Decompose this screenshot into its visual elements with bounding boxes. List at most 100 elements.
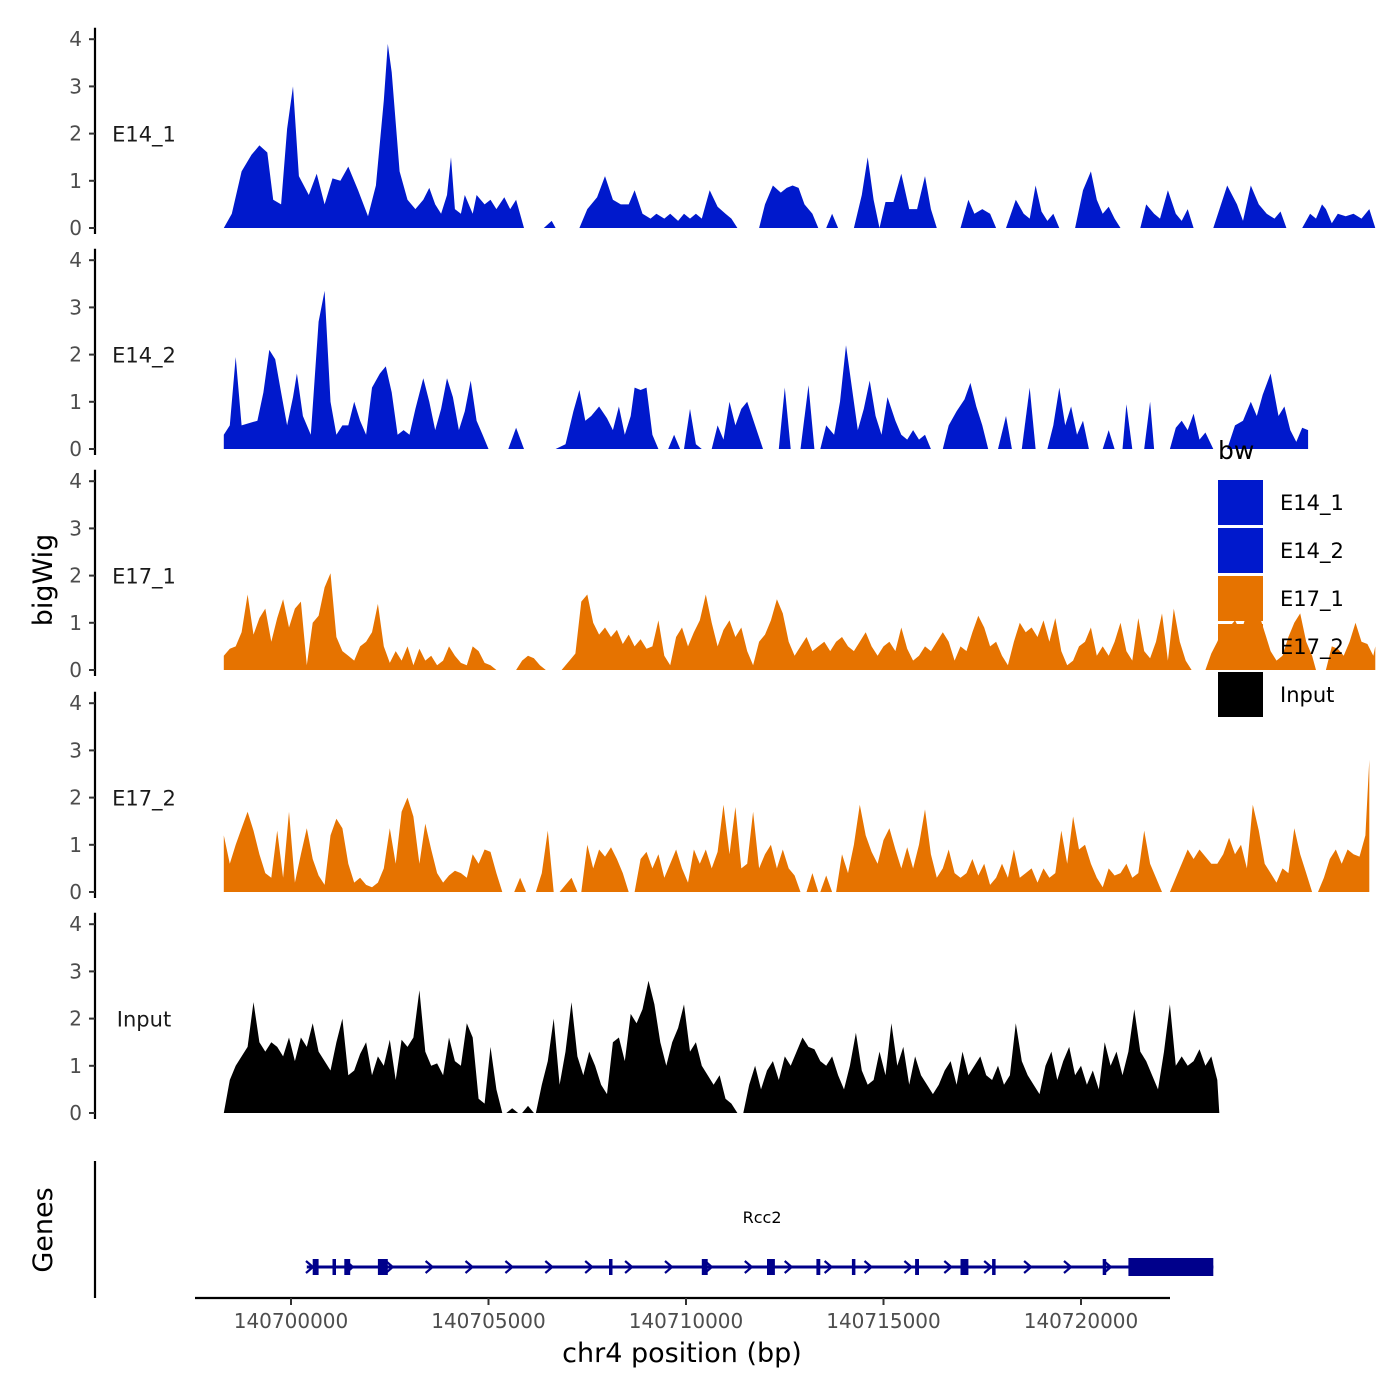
y-tick-label: 2: [69, 564, 82, 588]
legend-label-Input: Input: [1280, 683, 1334, 707]
strand-arrow: [424, 1260, 435, 1274]
coverage-area-E14_2-17: [1227, 373, 1309, 449]
exon-11: [960, 1259, 969, 1275]
strand-arrow: [1103, 1260, 1113, 1274]
strand-arrow: [504, 1260, 515, 1274]
coverage-area-E17_1-1: [516, 655, 546, 670]
exon-1: [312, 1259, 319, 1275]
coverage-area-E17_2-4: [581, 844, 629, 892]
exon-3: [344, 1259, 351, 1275]
coverage-area-E17_1-2: [561, 594, 1192, 670]
exon-10: [915, 1259, 919, 1275]
coverage-area-E17_2-6: [806, 873, 819, 892]
coverage-area-E14_2-4: [684, 408, 702, 449]
track-label: Input: [117, 1008, 171, 1032]
coverage-area-Input-0: [223, 990, 503, 1113]
y-tick-label: 0: [69, 216, 82, 240]
coverage-area-E14_1-0: [223, 43, 525, 229]
coverage-area-E17_2-9: [1169, 804, 1313, 892]
strand-arrow: [863, 1260, 874, 1274]
y-tick-label: 3: [69, 959, 82, 983]
track-E14_2: 0 1 2 3 4 E14_2: [69, 248, 1309, 461]
y-tick-label: 0: [69, 437, 82, 461]
coverage-area-E17_1-0: [223, 573, 497, 670]
y-tick-label: 0: [69, 880, 82, 904]
strand-arrow: [903, 1260, 914, 1274]
y-axis-title: bigWig: [28, 534, 59, 627]
coverage-area-E14_2-1: [508, 427, 524, 449]
coverage-area-E17_2-3: [559, 877, 578, 892]
strand-arrow: [1063, 1260, 1073, 1274]
y-tick-label: 3: [69, 74, 82, 98]
y-tick-label: 0: [69, 658, 82, 682]
y-tick-label: 4: [69, 691, 82, 715]
coverage-area-E17_1-4: [1325, 622, 1376, 670]
legend-label-E14_2: E14_2: [1280, 539, 1344, 564]
coverage-area-E14_1-1: [543, 220, 556, 228]
coverage-area-E17_2-2: [535, 830, 554, 892]
coverage-area-E14_2-5: [711, 401, 763, 449]
coverage-area-E14_1-5: [853, 157, 937, 228]
x-tick-label: 140710000: [629, 1309, 744, 1333]
coverage-area-E14_1-8: [1075, 171, 1121, 228]
strand-arrow: [664, 1260, 674, 1274]
exon-7: [767, 1259, 775, 1275]
coverage-area-E14_1-4: [826, 213, 839, 228]
strand-arrow: [385, 1260, 395, 1274]
strand-arrow: [983, 1260, 993, 1274]
track-label: E14_2: [112, 344, 176, 369]
y-tick-label: 2: [69, 122, 82, 146]
y-tick-label: 3: [69, 295, 82, 319]
y-tick-label: 3: [69, 516, 82, 540]
legend-swatch-E14_2: [1218, 528, 1263, 573]
y-tick-label: 1: [69, 390, 82, 414]
y-tick-label: 1: [69, 833, 82, 857]
coverage-area-E14_1-6: [960, 199, 997, 228]
exon-12: [992, 1259, 996, 1275]
y-tick-label: 4: [69, 27, 82, 51]
legend-title: bw: [1218, 436, 1254, 465]
y-tick-label: 1: [69, 169, 82, 193]
legend-label-E14_1: E14_1: [1280, 491, 1344, 516]
coverage-area-E14_2-16: [1169, 413, 1214, 449]
coverage-area-E17_2-8: [836, 804, 1162, 892]
x-axis-title: chr4 position (bp): [562, 1338, 802, 1369]
coverage-area-E14_2-9: [942, 382, 989, 449]
track-E14_1: 0 1 2 3 4 E14_1: [69, 27, 1376, 240]
coverage-area-E17_2-0: [223, 797, 503, 892]
coverage-area-E14_2-14: [1122, 404, 1133, 449]
coverage-tracks: 0 1 2 3 4 E14_1 0 1 2 3 4 E14_2 0 1 2 3 4 E17_1 0 1 2 3 4 E17_2…: [69, 27, 1376, 1125]
exon-2: [332, 1259, 336, 1275]
y-tick-label: 2: [69, 1007, 82, 1031]
legend-swatch-E17_1: [1218, 576, 1263, 621]
coverage-area-E17_2-7: [820, 875, 833, 892]
y-tick-label: 1: [69, 1054, 82, 1078]
strand-arrow: [464, 1260, 475, 1274]
y-tick-label: 2: [69, 786, 82, 810]
y-tick-label: 2: [69, 343, 82, 367]
y-tick-label: 3: [69, 738, 82, 762]
x-tick-label: 140720000: [1024, 1309, 1139, 1333]
track-label: E17_2: [112, 787, 176, 812]
coverage-area-Input-2: [522, 1105, 534, 1113]
coverage-area-E14_1-11: [1302, 204, 1376, 228]
coverage-area-E17_2-1: [514, 877, 526, 892]
strand-arrow: [624, 1260, 634, 1274]
coverage-area-E14_2-8: [820, 345, 931, 449]
gene-panel: Rcc2: [93, 1161, 1214, 1298]
legend-swatch-Input: [1218, 672, 1263, 717]
strand-arrow: [744, 1260, 754, 1274]
coverage-area-E14_1-7: [1006, 185, 1060, 228]
coverage-area-E14_1-9: [1140, 190, 1194, 228]
y-tick-label: 4: [69, 248, 82, 272]
coverage-area-E14_1-10: [1213, 185, 1287, 228]
x-tick-label: 140715000: [826, 1309, 941, 1333]
x-axis: 140700000 140705000 140710000 140715000 1407…: [195, 1296, 1170, 1333]
track-E17_2: 0 1 2 3 4 E17_2: [69, 691, 1370, 904]
y-tick-label: 4: [69, 912, 82, 936]
coverage-area-E14_1-2: [579, 176, 738, 228]
legend: bw E14_1 E14_2 E17_1 E17_2 Input: [1218, 436, 1344, 717]
exon-13: [1102, 1259, 1107, 1275]
coverage-area-E14_2-15: [1144, 401, 1155, 449]
